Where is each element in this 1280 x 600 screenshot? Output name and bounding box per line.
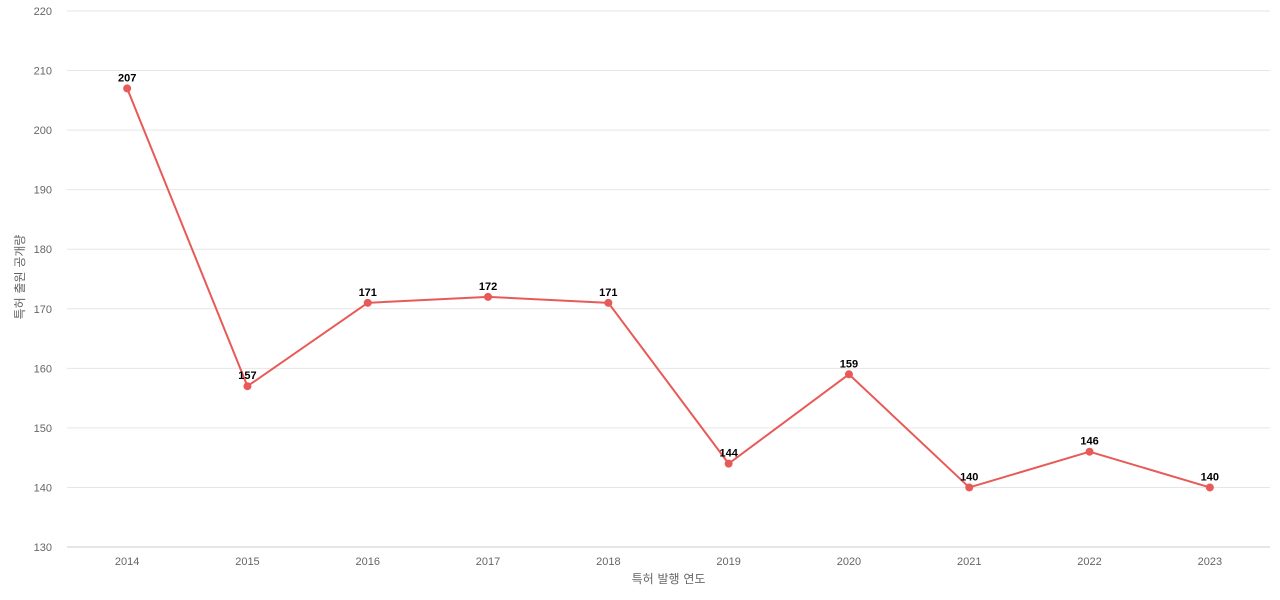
data-label-2021: 140 bbox=[960, 471, 978, 483]
series-layer bbox=[123, 84, 1214, 492]
y-tick-label-220: 220 bbox=[34, 6, 52, 18]
x-tick-label-2022: 2022 bbox=[1077, 556, 1101, 568]
x-tick-label-2018: 2018 bbox=[596, 556, 620, 568]
y-tick-label-170: 170 bbox=[34, 304, 52, 316]
data-labels: 207 157 171 172 171 144 159 140 146 140 bbox=[118, 72, 1219, 483]
x-axis-title: 특허 발행 연도 bbox=[632, 571, 706, 586]
data-point-2022[interactable] bbox=[1085, 447, 1094, 456]
x-tick-label-2015: 2015 bbox=[235, 556, 259, 568]
data-point-2020[interactable] bbox=[844, 370, 853, 379]
x-tick-label-2021: 2021 bbox=[957, 556, 981, 568]
y-tick-label-180: 180 bbox=[34, 244, 52, 256]
x-tick-label-2014: 2014 bbox=[115, 556, 139, 568]
axes: 130 140 150 160 170 180 190 200 210 220 2014 2015 20… bbox=[34, 6, 1270, 568]
data-point-2016[interactable] bbox=[363, 298, 372, 307]
y-tick-label-130: 130 bbox=[34, 542, 52, 554]
data-label-2014: 207 bbox=[118, 72, 136, 84]
series-line-0 bbox=[126, 88, 1211, 489]
grid bbox=[67, 10, 1270, 488]
x-tick-label-2017: 2017 bbox=[476, 556, 500, 568]
data-point-2014[interactable] bbox=[123, 84, 132, 93]
y-tick-label-160: 160 bbox=[34, 363, 52, 375]
data-point-2019[interactable] bbox=[724, 459, 733, 468]
data-point-2015[interactable] bbox=[243, 382, 252, 391]
data-point-2023[interactable] bbox=[1205, 483, 1214, 492]
x-tick-label-2023: 2023 bbox=[1198, 556, 1222, 568]
y-tick-label-140: 140 bbox=[34, 482, 52, 494]
data-point-2021[interactable] bbox=[965, 483, 974, 492]
data-label-2019: 144 bbox=[719, 448, 738, 460]
data-point-2017[interactable] bbox=[484, 292, 493, 301]
x-tick-label-2016: 2016 bbox=[356, 556, 380, 568]
data-label-2018: 171 bbox=[599, 287, 617, 299]
y-tick-label-150: 150 bbox=[34, 423, 52, 435]
data-label-2020: 159 bbox=[840, 358, 858, 370]
data-label-2016: 171 bbox=[359, 287, 377, 299]
data-label-2015: 157 bbox=[238, 370, 256, 382]
data-label-2023: 140 bbox=[1201, 471, 1219, 483]
y-tick-label-200: 200 bbox=[34, 125, 52, 137]
y-tick-label-190: 190 bbox=[34, 185, 52, 197]
y-tick-label-210: 210 bbox=[34, 66, 52, 78]
data-label-2022: 146 bbox=[1080, 436, 1098, 448]
data-label-2017: 172 bbox=[479, 281, 497, 293]
data-point-2018[interactable] bbox=[604, 298, 613, 307]
y-axis-title: 특허 출원 공개량 bbox=[13, 235, 27, 320]
x-tick-label-2020: 2020 bbox=[837, 556, 861, 568]
x-tick-label-2019: 2019 bbox=[716, 556, 740, 568]
